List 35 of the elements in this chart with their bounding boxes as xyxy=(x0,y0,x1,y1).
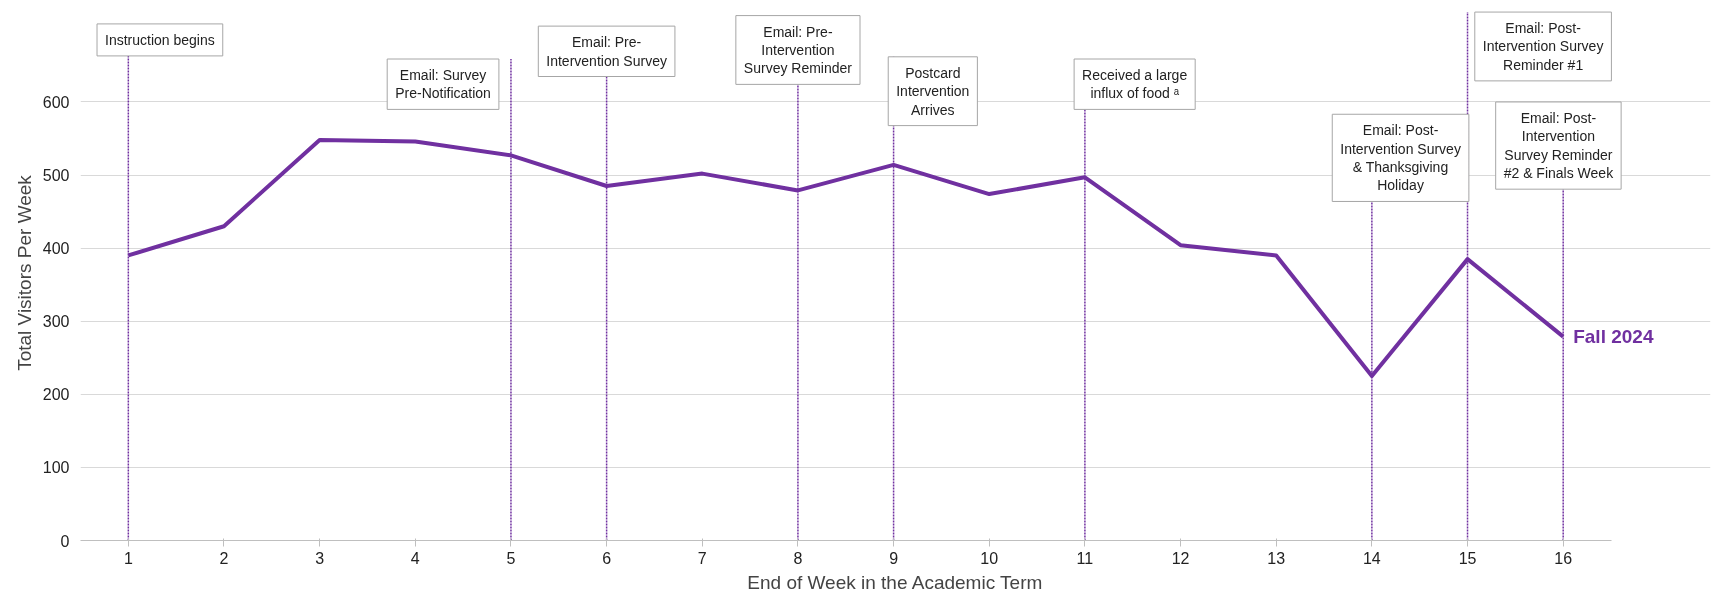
x-tick-label: 13 xyxy=(1267,549,1286,567)
x-tick-label: 10 xyxy=(980,549,999,567)
ref-line-label: Email: Pre-Intervention Survey Reminder xyxy=(743,23,853,77)
ref-line-label: Email: Post-Intervention Survey Reminder #2 & Finals Week xyxy=(1503,109,1615,182)
x-tick-label: 5 xyxy=(506,549,516,567)
y-tick-label: 0 xyxy=(60,532,70,550)
ref-line-label: Email: Pre-Intervention Survey xyxy=(546,34,667,69)
y-tick-label: 200 xyxy=(42,386,70,404)
x-tick-label: 6 xyxy=(602,549,612,567)
y-axis-title: Total Visitors Per Week xyxy=(13,174,35,371)
y-tick-label: 400 xyxy=(42,240,70,258)
y-tick-label: 500 xyxy=(42,167,70,185)
x-tick-label: 11 xyxy=(1076,549,1094,567)
x-tick-label: 9 xyxy=(889,549,899,567)
x-tick-label: 15 xyxy=(1458,549,1477,567)
x-tick-label: 14 xyxy=(1362,549,1381,567)
x-tick-label: 3 xyxy=(315,549,325,567)
ref-line-label: Email: Post-Intervention Survey Reminder #1 xyxy=(1482,20,1604,73)
x-tick-label: 7 xyxy=(697,549,707,567)
ref-line-label: Instruction begins xyxy=(105,31,215,48)
ref-line-label: Email: Post-Intervention Survey & Thanksgiving Holiday xyxy=(1340,122,1461,194)
x-tick-label: 2 xyxy=(219,549,229,567)
x-tick-label: 4 xyxy=(410,549,420,567)
ref-line-label: Postcard Intervention Arrives xyxy=(896,64,970,118)
ref-line-label: Email: Survey Pre-Notification xyxy=(395,67,491,102)
x-tick-label: 8 xyxy=(793,549,803,567)
x-axis-title: End of Week in the Academic Term xyxy=(747,571,1043,593)
x-tick-label: 1 xyxy=(123,549,133,567)
ref-line-label: Received a large influx of food ᵃ xyxy=(1082,67,1188,102)
y-tick-label: 100 xyxy=(42,459,70,477)
x-tick-label: 16 xyxy=(1554,549,1573,567)
y-tick-label: 300 xyxy=(42,313,70,331)
x-tick-label: 12 xyxy=(1171,549,1190,567)
series-label: Fall 2024 xyxy=(1573,326,1654,348)
y-tick-label: 600 xyxy=(42,93,70,111)
